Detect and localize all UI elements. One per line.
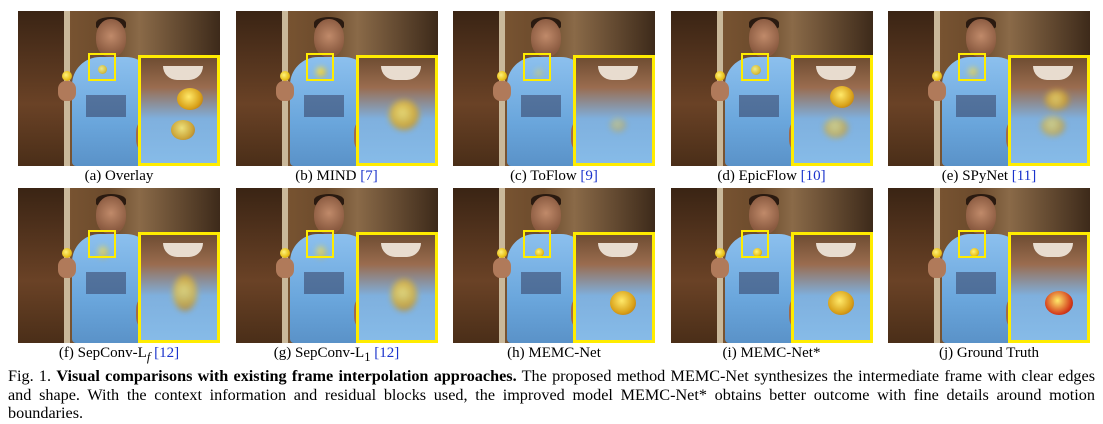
highlight-box: [958, 53, 986, 81]
zoom-inset: [573, 232, 655, 343]
photo-epicflow: [670, 11, 873, 166]
reference-link[interactable]: [10]: [800, 168, 826, 184]
highlight-box: [958, 230, 986, 258]
panel-e: (e) SPyNet [11]: [888, 11, 1090, 186]
reference-link[interactable]: [7]: [360, 168, 378, 184]
photo-memc-net-star: [670, 188, 873, 343]
zoom-inset: [355, 55, 438, 166]
figure-caption: Fig. 1. Visual comparisons with existing…: [8, 367, 1095, 423]
highlight-box: [88, 53, 116, 81]
photo-mind: [235, 11, 438, 166]
panel-caption: (j) Ground Truth: [938, 345, 1040, 361]
zoom-inset: [138, 232, 220, 343]
reference-link[interactable]: [11]: [1011, 168, 1037, 184]
panel-caption: (d) EpicFlow [10]: [717, 168, 826, 184]
photo-ground-truth: [888, 188, 1090, 343]
figure-number: Fig. 1.: [8, 367, 52, 385]
row-2: (f) SepConv-Lf [12] (g) SepConv-L1: [18, 188, 1090, 364]
photo-spynet: [888, 11, 1090, 166]
photo-overlay: [18, 11, 220, 166]
highlight-box: [523, 53, 551, 81]
reference-link[interactable]: [9]: [580, 168, 598, 184]
photo-sepconv-lf: [18, 188, 220, 343]
panel-caption: (f) SepConv-Lf [12]: [58, 345, 180, 364]
caption-text: The proposed method MEMC-Net synthesizes…: [8, 367, 1096, 422]
highlight-box: [740, 53, 769, 81]
panel-caption: (g) SepConv-L1 [12]: [273, 345, 400, 364]
photo-sepconv-l1: [235, 188, 438, 343]
panel-caption: (b) MIND [7]: [295, 168, 378, 184]
panel-caption: (h) MEMC-Net: [507, 345, 601, 361]
zoom-inset: [790, 232, 873, 343]
zoom-inset: [1008, 55, 1090, 166]
comparison-grid: (a) Overlay (b) MIND [7]: [18, 11, 1090, 364]
zoom-inset: [138, 55, 220, 166]
zoom-inset: [573, 55, 655, 166]
caption-bold: Visual comparisons with existing frame i…: [56, 367, 517, 385]
panel-caption: (i) MEMC-Net*: [722, 345, 821, 361]
reference-link[interactable]: [12]: [154, 345, 180, 361]
panel-caption: (c) ToFlow [9]: [510, 168, 598, 184]
zoom-inset: [790, 55, 873, 166]
panel-g: (g) SepConv-L1 [12]: [235, 188, 438, 364]
photo-memc-net: [453, 188, 655, 343]
reference-link[interactable]: [12]: [374, 345, 400, 361]
panel-i: (i) MEMC-Net*: [670, 188, 873, 363]
row-1: (a) Overlay (b) MIND [7]: [18, 11, 1090, 186]
panel-j: (j) Ground Truth: [888, 188, 1090, 363]
highlight-box: [305, 53, 334, 81]
panel-a: (a) Overlay: [18, 11, 220, 186]
panel-caption: (e) SPyNet [11]: [941, 168, 1037, 184]
panel-caption: (a) Overlay: [84, 168, 154, 184]
highlight-box: [740, 230, 769, 258]
highlight-box: [305, 230, 334, 258]
zoom-inset: [1008, 232, 1090, 343]
panel-d: (d) EpicFlow [10]: [670, 11, 873, 186]
zoom-inset: [355, 232, 438, 343]
panel-h: (h) MEMC-Net: [453, 188, 655, 363]
highlight-box: [88, 230, 116, 258]
panel-f: (f) SepConv-Lf [12]: [18, 188, 220, 364]
panel-b: (b) MIND [7]: [235, 11, 438, 186]
highlight-box: [523, 230, 551, 258]
panel-c: (c) ToFlow [9]: [453, 11, 655, 186]
photo-toflow: [453, 11, 655, 166]
